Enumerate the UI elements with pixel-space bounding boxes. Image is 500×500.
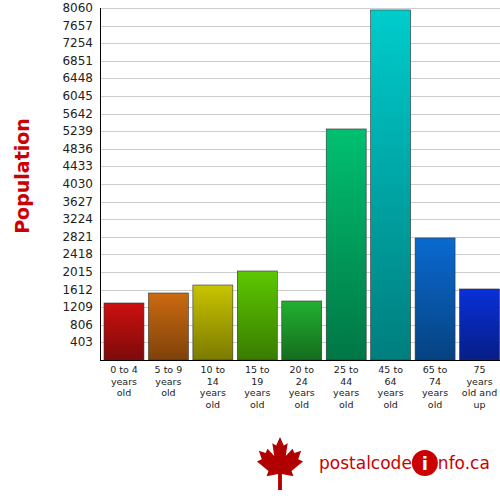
category-label: 0 to 4yearsold	[110, 364, 138, 398]
grid-line	[100, 184, 500, 185]
bar	[282, 301, 322, 360]
tick-label: 2015	[62, 265, 93, 279]
tick-label: 6045	[62, 89, 93, 103]
grid-line	[100, 96, 500, 97]
category-label: 5 to 9yearsold	[155, 364, 183, 398]
grid-line	[100, 131, 500, 132]
tick-label: 2821	[62, 230, 93, 244]
bar	[193, 285, 233, 360]
tick-label: 3627	[62, 195, 93, 209]
tick-label: 6448	[62, 71, 93, 85]
y-axis	[100, 8, 101, 360]
grid-line	[100, 219, 500, 220]
grid-line	[100, 78, 500, 79]
tick-label: 1209	[62, 300, 93, 314]
logo-badge-text: i	[422, 453, 428, 474]
logo-suffix: nfo.ca	[438, 453, 490, 473]
grid-line	[100, 43, 500, 44]
category-label: 65 to74yearsold	[422, 364, 448, 410]
axis-label: Population	[11, 118, 33, 234]
grid-line	[100, 149, 500, 150]
logo-text: postalcode	[319, 453, 412, 473]
tick-label: 2418	[62, 247, 93, 261]
tick-label: 4433	[62, 159, 93, 173]
category-label: 25 to44yearsold	[333, 364, 359, 410]
bars	[104, 10, 500, 360]
category-label: 20 to24yearsold	[289, 364, 315, 410]
tick-label: 403	[70, 335, 93, 349]
bar	[326, 129, 366, 360]
bar	[371, 10, 411, 360]
category-label: 10 to14yearsold	[200, 364, 226, 410]
tick-label: 806	[70, 318, 93, 332]
grid-line	[100, 8, 500, 9]
bar	[148, 293, 188, 360]
bar	[460, 289, 500, 360]
grid-line	[100, 26, 500, 27]
bar	[104, 303, 144, 360]
tick-label: 6851	[62, 54, 93, 68]
grid-line	[100, 61, 500, 62]
x-axis	[100, 360, 500, 361]
grid-line	[100, 114, 500, 115]
bar	[415, 238, 455, 360]
tick-label: 4836	[62, 142, 93, 156]
grid-line	[100, 166, 500, 167]
category-label: 75yearsold andup	[462, 364, 497, 410]
tick-label: 1612	[62, 283, 93, 297]
tick-label: 7254	[62, 36, 93, 50]
tick-label: 3224	[62, 212, 93, 226]
category-label: 45 to64yearsold	[378, 364, 404, 410]
chart: 403 806 1209 1612 2015 2418 2821 3224 3627 4030 44…	[0, 0, 500, 500]
maple-leaf	[257, 437, 303, 490]
bar	[237, 271, 277, 360]
logo-badge	[412, 450, 438, 476]
tick-label: 5642	[62, 107, 93, 121]
tick-label: 4030	[62, 177, 93, 191]
tick-label: 5239	[62, 124, 93, 138]
tick-label: 7657	[62, 19, 93, 33]
category-label: 15 to19yearsold	[244, 364, 270, 410]
tick-label: 8060	[62, 1, 93, 15]
grid-line	[100, 202, 500, 203]
